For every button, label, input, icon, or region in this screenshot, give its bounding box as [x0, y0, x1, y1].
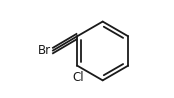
Text: Cl: Cl — [72, 71, 84, 84]
Text: Br: Br — [38, 44, 51, 57]
